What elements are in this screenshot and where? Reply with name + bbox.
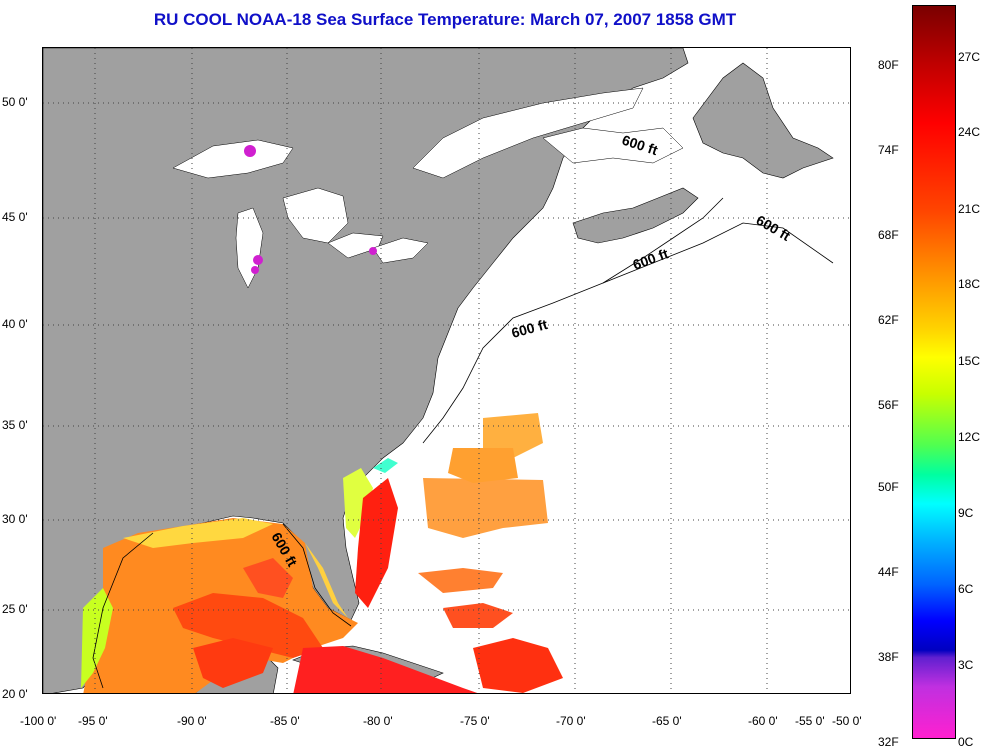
lon-tick-55: -55 0' <box>795 714 825 728</box>
lat-tick-30: 30 0' <box>2 512 28 526</box>
lon-tick-60: -60 0' <box>748 714 778 728</box>
cb-f-44: 44F <box>878 565 899 579</box>
temperature-colorbar <box>912 5 956 739</box>
lon-tick-75: -75 0' <box>460 714 490 728</box>
cb-c-12: 12C <box>958 430 981 444</box>
lon-tick-85: -85 0' <box>270 714 300 728</box>
cb-f-74: 74F <box>878 143 899 157</box>
lon-tick-70: -70 0' <box>556 714 586 728</box>
land-newfoundland <box>692 62 834 179</box>
sst-gulf <box>81 518 358 693</box>
cb-c-27: 27C <box>958 50 981 64</box>
cb-c-6: 6C <box>958 582 974 596</box>
cb-c-3: 3C <box>958 658 974 672</box>
lat-tick-20: 20 0' <box>2 687 28 701</box>
lat-tick-40: 40 0' <box>2 317 28 331</box>
lon-tick-65: -65 0' <box>652 714 682 728</box>
lon-tick-95: -95 0' <box>78 714 108 728</box>
isobath-600ft <box>92 197 834 689</box>
lon-tick-50: -50 0' <box>832 714 862 728</box>
great-lakes <box>172 87 684 289</box>
sst-atlantic <box>293 413 563 693</box>
cb-f-50: 50F <box>878 480 899 494</box>
cb-c-0: 0C <box>958 735 974 749</box>
cb-c-21: 21C <box>958 202 981 216</box>
lat-tick-50: 50 0' <box>2 95 28 109</box>
cb-f-68: 68F <box>878 228 899 242</box>
cb-c-24: 24C <box>958 125 981 139</box>
cb-f-32: 32F <box>878 735 899 749</box>
lon-tick-90: -90 0' <box>177 714 207 728</box>
lon-tick-100: -100 0' <box>20 714 57 728</box>
cb-c-15: 15C <box>958 354 981 368</box>
map-canvas: 600 ft 600 ft 600 ft 600 ft 600 ft <box>43 48 850 693</box>
cb-f-56: 56F <box>878 398 899 412</box>
cb-f-80: 80F <box>878 58 899 72</box>
land-nova-scotia <box>572 187 699 244</box>
lon-tick-80: -80 0' <box>363 714 393 728</box>
sst-map: 600 ft 600 ft 600 ft 600 ft 600 ft <box>42 47 851 694</box>
cb-c-9: 9C <box>958 506 974 520</box>
cb-c-18: 18C <box>958 277 981 291</box>
lat-tick-35: 35 0' <box>2 418 28 432</box>
lat-tick-25: 25 0' <box>2 602 28 616</box>
cb-f-62: 62F <box>878 313 899 327</box>
map-title: RU COOL NOAA-18 Sea Surface Temperature:… <box>153 10 737 29</box>
lat-tick-45: 45 0' <box>2 210 28 224</box>
cb-f-38: 38F <box>878 650 899 664</box>
